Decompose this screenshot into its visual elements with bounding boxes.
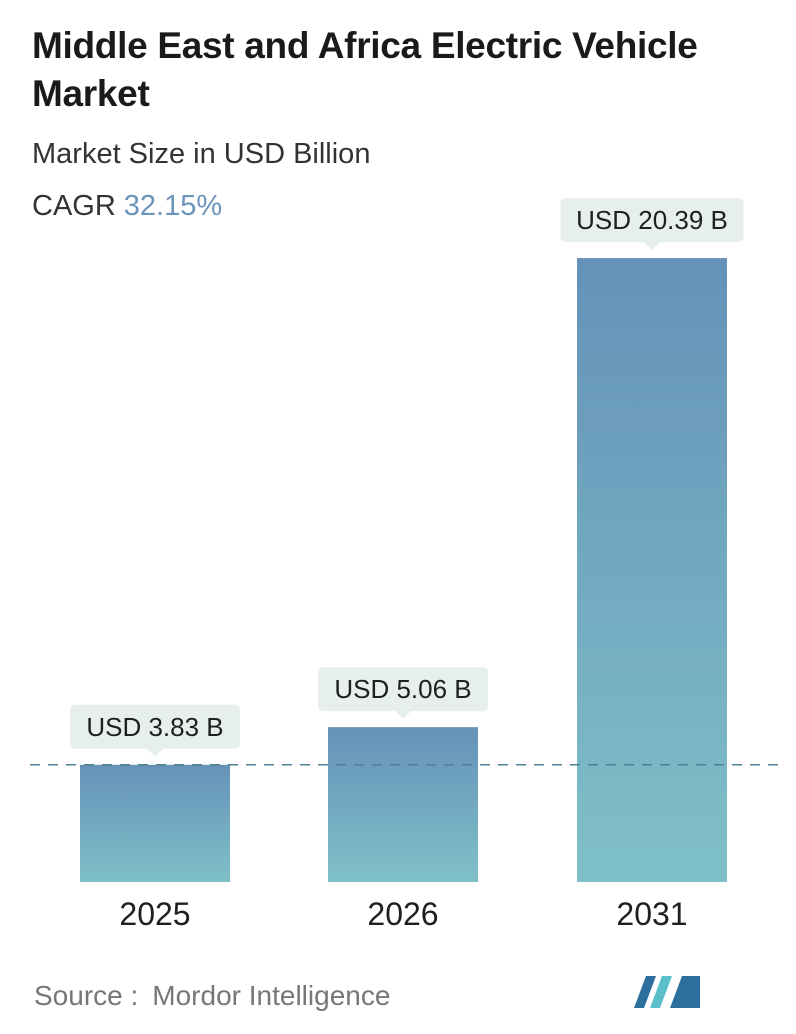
logo-shape-right — [670, 976, 700, 1008]
source-line: Source : Mordor Intelligence — [34, 980, 390, 1012]
logo-shape-middle — [650, 976, 672, 1008]
mordor-intelligence-logo — [634, 976, 700, 1008]
value-label-2031: USD 20.39 B — [576, 205, 728, 235]
value-label-2026: USD 5.06 B — [334, 674, 471, 704]
value-label-bg-2031 — [560, 198, 744, 251]
source-name: Mordor Intelligence — [152, 980, 391, 1011]
bar-chart: USD 3.83 B 2025 USD 5.06 B 2026 USD 20.39 B 2… — [30, 198, 782, 932]
logo-shape-left — [634, 976, 656, 1008]
cagr-value: 32.15% — [123, 190, 223, 222]
chart-title: Middle East and Africa Electric Vehicle … — [32, 25, 698, 114]
bar-2025 — [80, 764, 230, 882]
source-label: Source : — [34, 980, 139, 1011]
x-tick-label-2026: 2026 — [367, 896, 438, 932]
cagr-label: CAGR — [32, 190, 116, 222]
value-label-bg-2025 — [70, 704, 240, 757]
bar-2031 — [577, 258, 727, 882]
value-label-2025: USD 3.83 B — [86, 712, 223, 742]
x-tick-label-2031: 2031 — [616, 896, 687, 932]
cagr-line: CAGR 32.15% — [32, 190, 222, 223]
x-tick-label-2025: 2025 — [119, 896, 190, 932]
chart-subtitle: Market Size in USD Billion — [32, 138, 371, 170]
value-label-bg-2026 — [318, 667, 488, 720]
bar-2026 — [328, 727, 478, 882]
